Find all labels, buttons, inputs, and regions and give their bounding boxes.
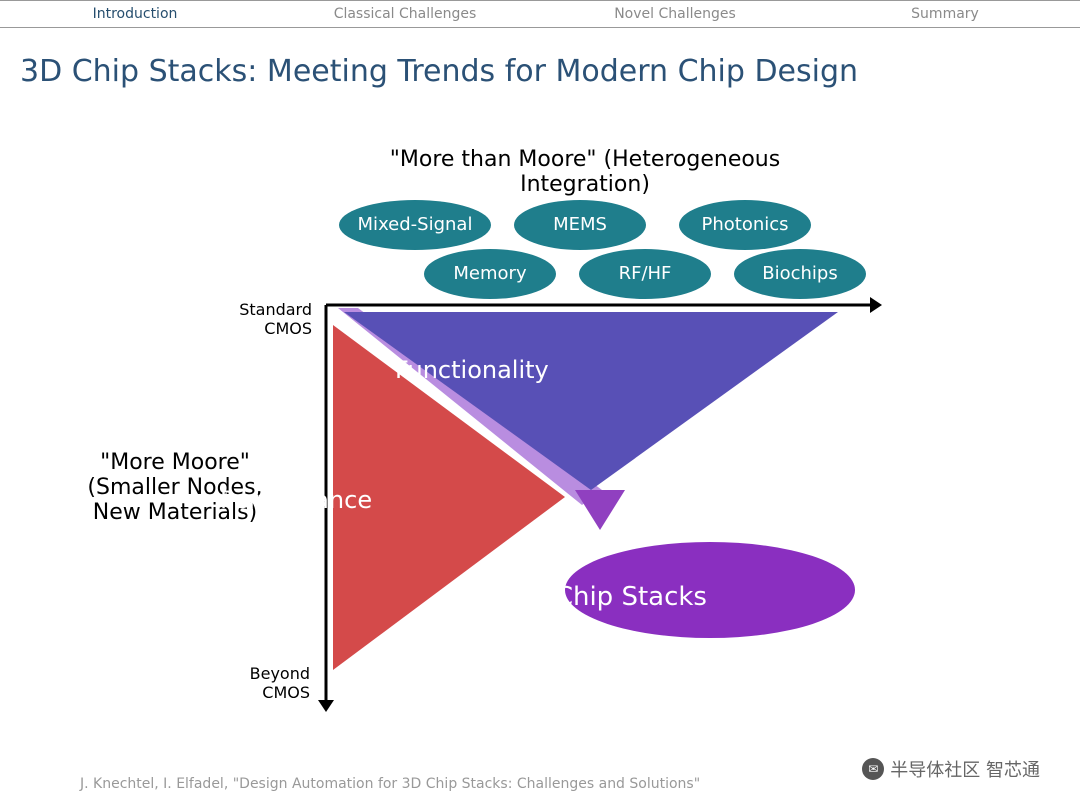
footer-citation: J. Knechtel, I. Elfadel, "Design Automat… [80,776,700,792]
label-performance: Performance [220,486,620,514]
watermark: ✉ 半导体社区 智芯通 [862,756,1040,782]
axis-label-standard-cmos: Standard CMOS [0,300,312,338]
watermark-text: 半导体社区 智芯通 [890,756,1040,782]
wechat-icon: ✉ [862,758,884,780]
ellipse-label-biochips: Biochips [700,263,900,284]
heading-more-than-moore: "More than Moore" (Heterogeneous Integra… [385,147,785,197]
ellipse-label-photonics: Photonics [645,214,845,235]
axis-label-beyond-cmos: Beyond CMOS [0,664,310,702]
label-3d-chip-stacks: 3D Chip Stacks [510,582,910,612]
label-functionality: Functionality [395,356,795,384]
